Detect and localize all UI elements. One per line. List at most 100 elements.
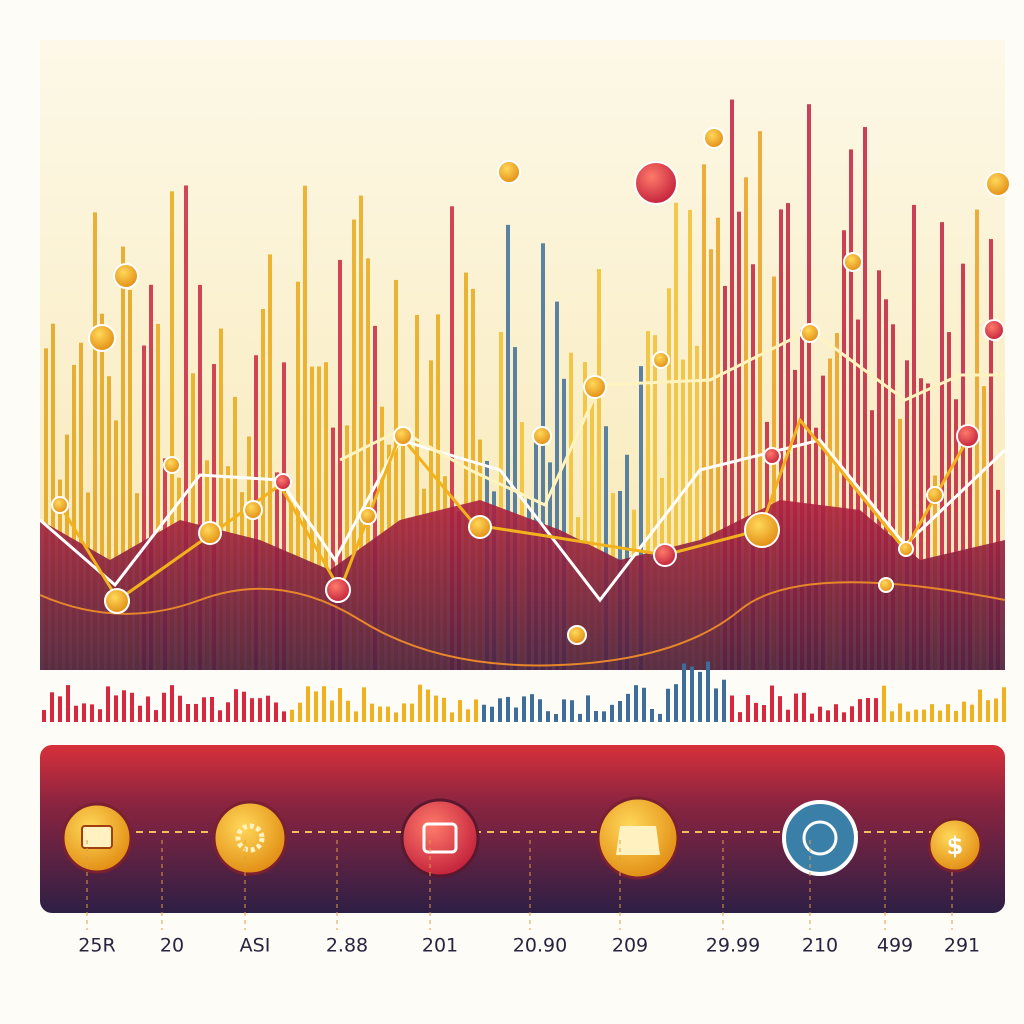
- mini-bar: [898, 703, 902, 722]
- mini-bar: [754, 702, 758, 722]
- axis-label: 499: [877, 935, 913, 957]
- mini-bar: [234, 689, 238, 722]
- bar: [93, 212, 97, 670]
- bar: [303, 185, 307, 670]
- dot: [843, 252, 863, 272]
- mini-bar: [202, 697, 206, 722]
- mini-bar: [418, 684, 422, 722]
- mini-bar: [690, 666, 694, 722]
- mini-bar: [946, 704, 950, 722]
- dot: [926, 486, 944, 504]
- mini-bar: [282, 711, 286, 722]
- bar: [723, 285, 727, 670]
- mini-bar: [706, 661, 710, 722]
- bar: [702, 164, 706, 670]
- axis-label: 29.99: [706, 935, 760, 957]
- bar: [128, 289, 132, 670]
- line: [39, 581, 1006, 667]
- mini-bar: [602, 711, 606, 722]
- mini-bar: [178, 695, 182, 722]
- dot: [243, 500, 263, 520]
- mini-bar: [818, 706, 822, 722]
- axis-label: ASI: [240, 935, 271, 957]
- bar: [800, 329, 804, 670]
- axis-label: 20: [160, 935, 184, 957]
- bar: [212, 364, 216, 670]
- axis-label: 209: [612, 935, 648, 957]
- mini-bar: [314, 691, 318, 722]
- bar: [555, 301, 559, 670]
- mini-bar: [570, 700, 574, 722]
- dot: [359, 507, 377, 525]
- dot: [532, 426, 552, 446]
- area: [40, 500, 1005, 670]
- dot: [393, 426, 413, 446]
- axis-label: 20.90: [513, 935, 567, 957]
- bar: [345, 425, 349, 670]
- bar: [562, 378, 566, 670]
- bar: [100, 313, 104, 670]
- line: [339, 328, 1005, 507]
- bar: [751, 264, 755, 670]
- bar: [268, 254, 272, 670]
- dot: [104, 588, 130, 614]
- mini-bar: [610, 704, 614, 722]
- mini-bar: [218, 710, 222, 722]
- bar: [835, 333, 839, 670]
- mini-bar: [794, 693, 798, 722]
- bar: [695, 345, 699, 670]
- mini-bar: [970, 704, 974, 722]
- bar: [940, 222, 944, 670]
- mini-bar: [930, 704, 934, 722]
- dot: [878, 577, 894, 593]
- icon: [212, 800, 288, 876]
- mini-bar: [618, 701, 622, 722]
- bar: [471, 288, 475, 670]
- bar: [905, 360, 909, 670]
- dot: [51, 496, 69, 514]
- mini-bar: [378, 706, 382, 722]
- mini-bar: [490, 706, 494, 722]
- icon-glyph: [235, 823, 265, 853]
- mini-bar: [394, 712, 398, 722]
- mini-bar: [458, 700, 462, 722]
- mini-bar: [250, 698, 254, 722]
- mini-bar: [826, 710, 830, 722]
- mini-bar: [106, 686, 110, 722]
- mini-bar: [850, 706, 854, 722]
- dot: [163, 456, 181, 474]
- mini-bar: [554, 713, 558, 722]
- mini-bar: [50, 692, 54, 722]
- bar: [989, 239, 993, 670]
- mini-bar: [90, 704, 94, 722]
- mini-bar: [866, 698, 870, 722]
- mini-bar: [986, 700, 990, 722]
- mini-bar: [290, 709, 294, 722]
- dot: [325, 577, 351, 603]
- mini-bar: [874, 698, 878, 722]
- mini-bar: [82, 703, 86, 722]
- mini-bar: [498, 698, 502, 722]
- bar: [121, 246, 125, 670]
- bar: [156, 323, 160, 670]
- mini-bar: [634, 685, 638, 722]
- bar: [107, 376, 111, 670]
- bar: [961, 263, 965, 670]
- labels: 25R 20 ASI 2.88 201 20.90 209 29.99 210 499 291: [78, 840, 980, 957]
- bar: [737, 211, 741, 670]
- mini-bar: [626, 693, 630, 722]
- bar: [863, 127, 867, 670]
- bar: [758, 131, 762, 670]
- bar: [877, 270, 881, 670]
- bar: [506, 224, 510, 670]
- mini-bar: [674, 684, 678, 722]
- bar: [786, 203, 790, 670]
- mini-bar: [506, 696, 510, 722]
- bar: [604, 426, 608, 670]
- dot: [800, 323, 820, 343]
- bar: [324, 362, 328, 670]
- icon: [782, 800, 858, 876]
- dot: [652, 351, 670, 369]
- mini-bar: [402, 703, 406, 722]
- mini-bar: [146, 696, 150, 722]
